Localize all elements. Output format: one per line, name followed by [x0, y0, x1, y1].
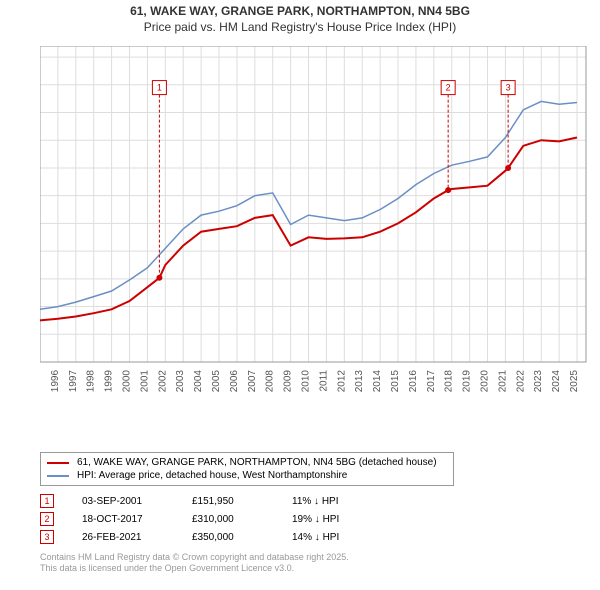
chart-container: 61, WAKE WAY, GRANGE PARK, NORTHAMPTON, … [0, 0, 600, 590]
marker-delta: 14% ↓ HPI [292, 532, 372, 543]
svg-text:2019: 2019 [462, 370, 473, 393]
svg-text:1998: 1998 [86, 370, 97, 393]
marker-price: £310,000 [192, 514, 292, 525]
marker-table: 1 03-SEP-2001 £151,950 11% ↓ HPI 2 18-OC… [40, 492, 372, 546]
chart-title-line2: Price paid vs. HM Land Registry's House … [0, 20, 600, 38]
svg-text:2020: 2020 [480, 370, 491, 393]
svg-text:2018: 2018 [444, 370, 455, 393]
marker-row: 2 18-OCT-2017 £310,000 19% ↓ HPI [40, 510, 372, 528]
svg-text:1996: 1996 [50, 370, 61, 393]
legend-swatch [47, 462, 69, 464]
svg-text:1999: 1999 [104, 370, 115, 393]
svg-text:2023: 2023 [533, 370, 544, 393]
svg-text:1997: 1997 [68, 370, 79, 393]
svg-text:2012: 2012 [336, 370, 347, 393]
marker-delta: 19% ↓ HPI [292, 514, 372, 525]
chart-legend: 61, WAKE WAY, GRANGE PARK, NORTHAMPTON, … [40, 452, 454, 486]
svg-text:2013: 2013 [354, 370, 365, 393]
legend-item: HPI: Average price, detached house, West… [47, 469, 447, 482]
svg-text:2015: 2015 [390, 370, 401, 393]
svg-text:2010: 2010 [301, 370, 312, 393]
marker-date: 03-SEP-2001 [82, 496, 192, 507]
svg-text:2009: 2009 [283, 370, 294, 393]
svg-text:2008: 2008 [265, 370, 276, 393]
svg-text:2003: 2003 [175, 370, 186, 393]
footer-line: Contains HM Land Registry data © Crown c… [40, 552, 349, 563]
chart-title-line1: 61, WAKE WAY, GRANGE PARK, NORTHAMPTON, … [0, 0, 600, 20]
svg-text:2006: 2006 [229, 370, 240, 393]
svg-text:2005: 2005 [211, 370, 222, 393]
marker-row: 1 03-SEP-2001 £151,950 11% ↓ HPI [40, 492, 372, 510]
svg-text:2001: 2001 [139, 370, 150, 393]
legend-label: 61, WAKE WAY, GRANGE PARK, NORTHAMPTON, … [77, 457, 437, 468]
svg-text:2014: 2014 [372, 370, 383, 393]
svg-text:2022: 2022 [515, 370, 526, 393]
svg-text:2024: 2024 [551, 370, 562, 393]
svg-text:2002: 2002 [157, 370, 168, 393]
chart-footer: Contains HM Land Registry data © Crown c… [40, 552, 349, 575]
svg-text:2017: 2017 [426, 370, 437, 393]
svg-text:2021: 2021 [497, 370, 508, 393]
svg-text:1: 1 [157, 83, 162, 93]
footer-line: This data is licensed under the Open Gov… [40, 563, 349, 574]
svg-text:2011: 2011 [318, 370, 329, 392]
svg-text:2004: 2004 [193, 370, 204, 393]
svg-text:2000: 2000 [122, 370, 133, 393]
marker-date: 18-OCT-2017 [82, 514, 192, 525]
marker-row: 3 26-FEB-2021 £350,000 14% ↓ HPI [40, 528, 372, 546]
svg-text:1995: 1995 [40, 370, 43, 393]
marker-date: 26-FEB-2021 [82, 532, 192, 543]
svg-text:2: 2 [446, 83, 451, 93]
svg-text:3: 3 [506, 83, 511, 93]
marker-number-box: 3 [40, 530, 54, 544]
legend-label: HPI: Average price, detached house, West… [77, 470, 347, 481]
svg-text:2007: 2007 [247, 370, 258, 393]
svg-text:2016: 2016 [408, 370, 419, 393]
marker-delta: 11% ↓ HPI [292, 496, 372, 507]
marker-price: £151,950 [192, 496, 292, 507]
marker-price: £350,000 [192, 532, 292, 543]
legend-item: 61, WAKE WAY, GRANGE PARK, NORTHAMPTON, … [47, 456, 447, 469]
marker-number-box: 1 [40, 494, 54, 508]
legend-swatch [47, 475, 69, 477]
svg-text:2025: 2025 [569, 370, 580, 393]
line-chart: £0£50K£100K£150K£200K£250K£300K£350K£400… [40, 46, 590, 404]
marker-number-box: 2 [40, 512, 54, 526]
